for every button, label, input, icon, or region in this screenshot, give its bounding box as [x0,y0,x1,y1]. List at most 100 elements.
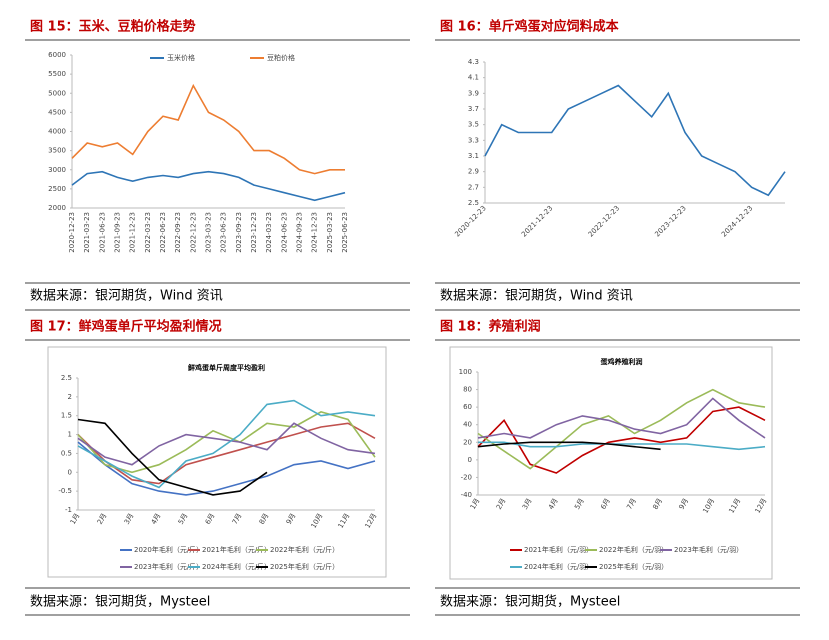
y-tick-label: 2500 [48,185,66,193]
x-tick-label: 10月 [310,512,325,530]
x-tick-label: 8月 [651,497,664,511]
caption: 图 18：养殖利润 [440,319,541,335]
x-tick-label: 2024-12-23 [311,212,319,253]
y-tick-label: 100 [459,368,472,376]
y-tick-label: 5000 [48,89,66,97]
x-tick-label: 2022-09-23 [174,212,182,253]
series-line [477,441,661,451]
x-tick-label: 2024-12-23 [720,204,754,238]
legend-label: 2020年毛利（元/斤） [134,545,203,554]
x-tick-label: 2021-03-23 [83,212,91,253]
x-tick-label: 9月 [285,512,298,526]
x-tick-label: 2021-12-23 [129,212,137,253]
source: 数据来源：银河期货，Wind 资讯 [440,288,633,304]
x-tick-label: 2020-12-23 [453,204,487,238]
series-line [77,418,268,496]
x-tick-label: 5月 [177,512,190,526]
chart-title: 蛋鸡养殖利润 [601,357,643,366]
caption: 图 15：玉米、豆粕价格走势 [30,19,196,35]
caption: 图 16：单斤鸡蛋对应饲料成本 [440,19,619,35]
y-tick-label: -1 [65,506,72,514]
x-tick-label: 2022-06-23 [159,212,167,253]
y-tick-label: 60 [463,403,472,411]
y-tick-label: 3000 [48,166,66,174]
x-tick-label: 1月 [469,497,482,511]
x-tick-label: 2022-12-23 [189,212,197,253]
chart-frame [449,346,773,580]
y-tick-label: -0.5 [58,487,72,495]
source: 数据来源：银河期货，Wind 资讯 [30,288,223,304]
y-tick-label: 4.3 [468,58,479,66]
y-tick-label: 1 [68,431,72,439]
y-tick-label: 3.5 [468,121,479,129]
x-tick-label: 2023-12-23 [653,204,687,238]
series-line [77,411,376,474]
legend-label: 2023年毛利（元/羽） [674,545,743,554]
legend-label: 2025年毛利（元/羽） [599,562,668,571]
x-tick-label: 7月 [231,512,244,526]
y-tick-label: 2.9 [468,168,479,176]
x-tick-label: 2025-03-23 [326,212,334,253]
y-tick-label: 40 [463,421,472,429]
x-tick-label: 2月 [495,497,508,511]
y-tick-label: 2 [68,393,72,401]
caption: 图 17：鲜鸡蛋单斤平均盈利情况 [30,319,222,335]
y-tick-label: 2.5 [61,374,72,382]
x-tick-label: 11月 [727,497,742,515]
chart-frame [47,346,387,578]
chart-title: 鲜鸡蛋单斤周度平均盈利 [188,363,265,372]
y-tick-label: 3.1 [468,152,479,160]
x-tick-label: 2024-09-23 [296,212,304,253]
x-tick-label: 9月 [678,497,691,511]
legend-label: 玉米价格 [167,53,195,62]
series-line [477,406,766,474]
x-tick-label: 4月 [150,512,163,526]
y-tick-label: 5500 [48,70,66,78]
series-line [71,83,345,175]
x-tick-label: 6月 [204,512,217,526]
source: 数据来源：银河期货，Mysteel [440,594,620,610]
rules [25,39,800,616]
y-tick-label: 80 [463,386,472,394]
series-line [77,399,376,489]
x-tick-label: 2024-06-23 [280,212,288,253]
legend-label: 2022年毛利（元/斤） [270,545,339,554]
y-tick-label: 4000 [48,128,66,136]
legend-label: 豆粕价格 [267,53,295,62]
legend-label: 2021年毛利（元/斤） [202,545,271,554]
legend-label: 2024年毛利（元/羽） [524,562,593,571]
series-line [477,397,766,439]
y-tick-label: 6000 [48,51,66,59]
series-line [71,170,346,202]
x-tick-label: 10月 [701,497,716,515]
x-tick-label: 2023-12-23 [250,212,258,253]
y-tick-label: 2000 [48,204,66,212]
series-line [484,84,786,197]
y-tick-label: 2.5 [468,199,479,207]
x-tick-label: 2023-06-23 [220,212,228,253]
legend-label: 2022年毛利（元/羽） [599,545,668,554]
y-tick-label: 3.3 [468,136,479,144]
y-tick-label: 2.7 [468,183,479,191]
y-tick-label: 0 [68,468,72,476]
y-tick-label: 4500 [48,108,66,116]
x-tick-label: 6月 [599,497,612,511]
y-tick-label: 0.5 [61,449,72,457]
x-tick-label: 7月 [625,497,638,511]
x-tick-label: 2023-03-23 [205,212,213,253]
x-tick-label: 2022-03-23 [144,212,152,253]
series-line [77,422,376,466]
y-tick-label: -20 [461,473,472,481]
y-tick-label: 4.1 [468,74,479,82]
y-tick-label: 3.7 [468,105,479,113]
y-tick-label: 3500 [48,147,66,155]
series-line [77,422,376,485]
legend-label: 2021年毛利（元/羽） [524,545,593,554]
legend-label: 2025年毛利（元/斤） [270,562,339,571]
x-tick-label: 2021-09-23 [114,212,122,253]
legend-label: 2023年毛利（元/斤） [134,562,203,571]
source: 数据来源：银河期货，Mysteel [30,594,210,610]
x-tick-label: 2020-12-23 [68,212,76,253]
y-tick-label: 0 [468,456,472,464]
